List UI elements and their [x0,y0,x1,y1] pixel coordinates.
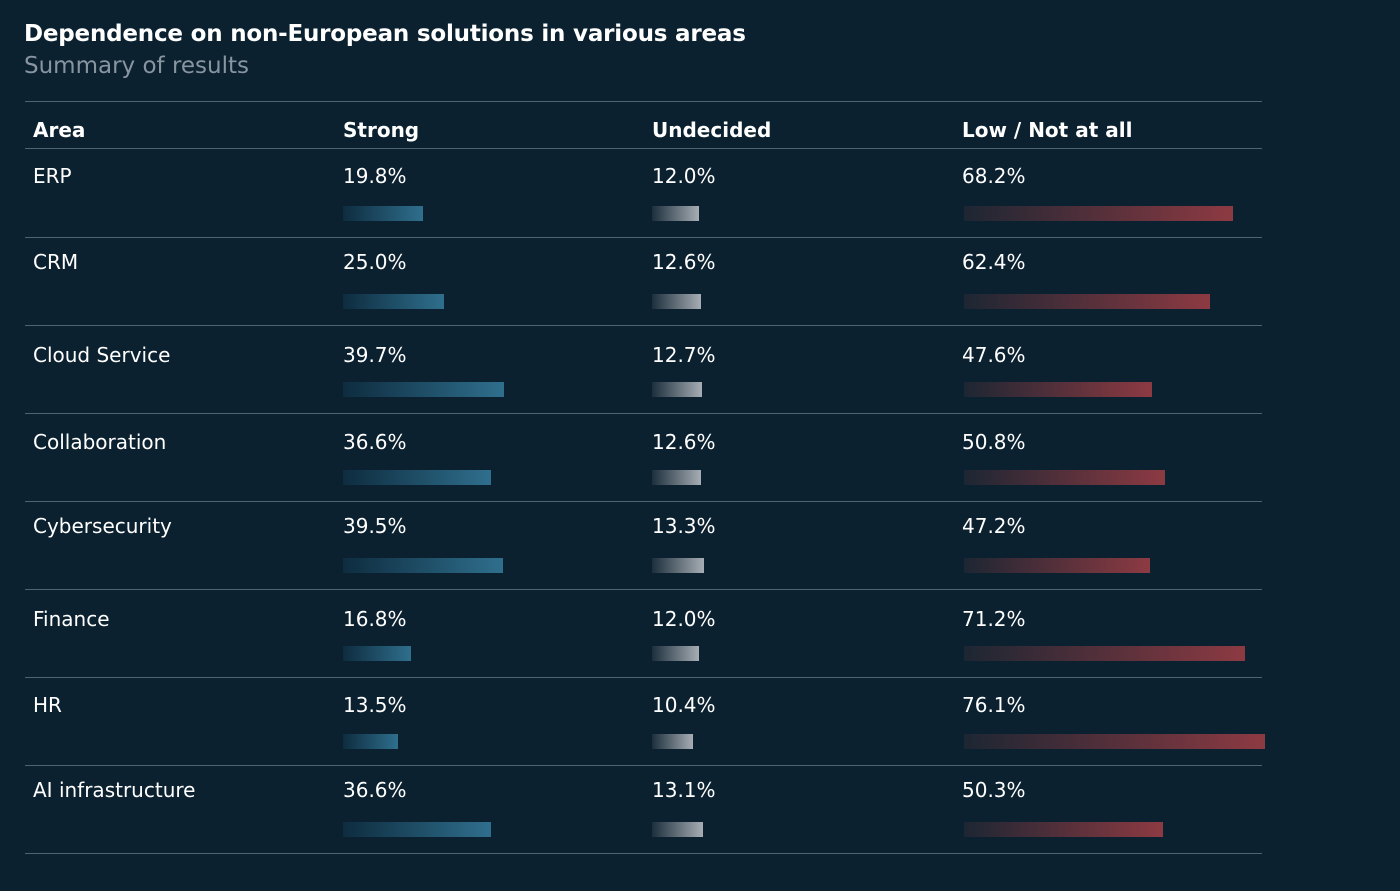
row-divider [25,589,1262,590]
undecided-value-label: 12.0% [652,164,716,188]
low-value-label: 50.3% [962,778,1026,802]
undecided-bar [652,294,701,309]
low-value-label: 71.2% [962,607,1026,631]
low-value-label: 47.2% [962,514,1026,538]
row-divider [25,765,1262,766]
table-row: Collaboration 36.6% 12.6% 50.8% [25,413,1262,501]
header-area: Area [33,118,86,142]
strong-value-label: 39.7% [343,343,407,367]
low-value-label: 76.1% [962,693,1026,717]
strong-bar [343,734,398,749]
undecided-value-label: 13.3% [652,514,716,538]
strong-value-label: 25.0% [343,250,407,274]
strong-bar [343,382,504,397]
area-label: AI infrastructure [33,778,196,802]
area-label: HR [33,693,62,717]
undecided-value-label: 10.4% [652,693,716,717]
undecided-bar [652,734,693,749]
chart-subtitle: Summary of results [24,53,249,79]
strong-bar [343,646,411,661]
low-bar [964,206,1233,221]
area-label: Cloud Service [33,343,171,367]
header-strong: Strong [343,118,420,142]
strong-value-label: 36.6% [343,430,407,454]
strong-value-label: 19.8% [343,164,407,188]
low-value-label: 47.6% [962,343,1026,367]
table-row: HR 13.5% 10.4% 76.1% [25,677,1265,765]
low-bar [964,734,1265,749]
strong-value-label: 13.5% [343,693,407,717]
undecided-value-label: 12.7% [652,343,716,367]
row-divider [25,325,1262,326]
table-row: Cybersecurity 39.5% 13.3% 47.2% [25,501,1262,589]
strong-bar [343,558,503,573]
area-label: Finance [33,607,110,631]
area-label: CRM [33,250,79,274]
strong-value-label: 39.5% [343,514,407,538]
undecided-bar [652,206,699,221]
table-header-rule [25,148,1262,149]
undecided-bar [652,822,703,837]
low-value-label: 68.2% [962,164,1026,188]
table-top-rule [25,101,1262,102]
area-label: Collaboration [33,430,167,454]
strong-bar [343,822,491,837]
row-divider [25,237,1262,238]
strong-value-label: 16.8% [343,607,407,631]
strong-bar [343,294,444,309]
undecided-value-label: 12.0% [652,607,716,631]
undecided-value-label: 12.6% [652,250,716,274]
low-bar [964,558,1150,573]
low-bar [964,470,1165,485]
undecided-bar [652,558,704,573]
table-row: Finance 16.8% 12.0% 71.2% [25,589,1262,677]
undecided-bar [652,470,701,485]
table-row: AI infrastructure 36.6% 13.1% 50.3% [25,765,1262,853]
table-row: CRM 25.0% 12.6% 62.4% [25,237,1262,325]
strong-bar [343,206,423,221]
table-row: ERP 19.8% 12.0% 68.2% [25,149,1262,237]
strong-value-label: 36.6% [343,778,407,802]
row-divider [25,853,1262,854]
undecided-bar [652,382,702,397]
low-bar [964,822,1163,837]
strong-bar [343,470,491,485]
low-bar [964,646,1245,661]
undecided-value-label: 12.6% [652,430,716,454]
low-value-label: 50.8% [962,430,1026,454]
row-divider [25,413,1262,414]
header-undecided: Undecided [652,118,772,142]
row-divider [25,677,1262,678]
low-value-label: 62.4% [962,250,1026,274]
header-low: Low / Not at all [962,118,1133,142]
table-header-row: Area Strong Undecided Low / Not at all [25,101,1262,148]
area-label: Cybersecurity [33,514,172,538]
low-bar [964,382,1152,397]
low-bar [964,294,1210,309]
chart-title: Dependence on non-European solutions in … [24,21,746,47]
undecided-bar [652,646,699,661]
undecided-value-label: 13.1% [652,778,716,802]
area-label: ERP [33,164,72,188]
table-row: Cloud Service 39.7% 12.7% 47.6% [25,325,1262,413]
row-divider [25,501,1262,502]
